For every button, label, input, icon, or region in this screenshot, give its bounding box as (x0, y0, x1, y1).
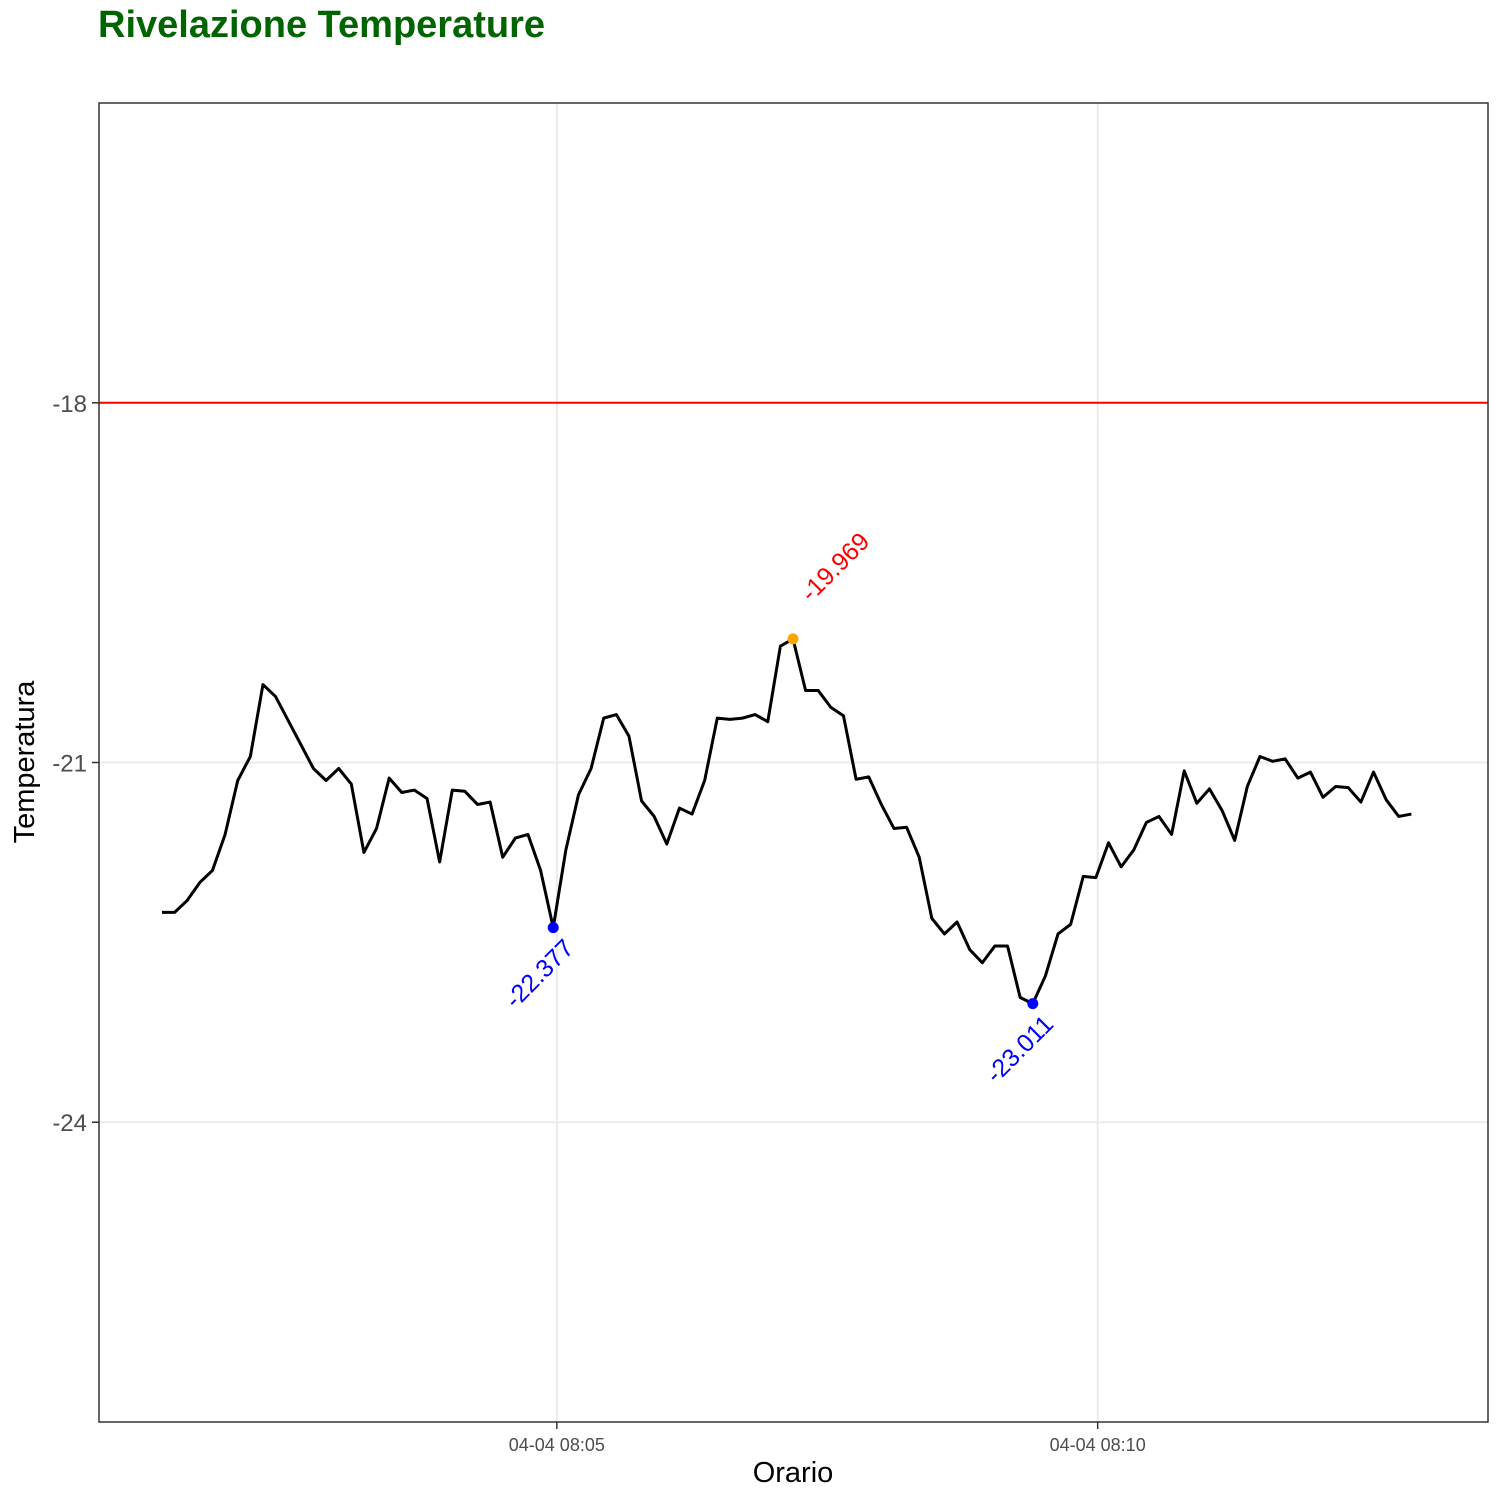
x-tick-label: 04-04 08:05 (509, 1435, 605, 1455)
series-line (162, 637, 1412, 1006)
min-value-label: -23.011 (981, 1010, 1059, 1088)
min-point-marker (1027, 998, 1039, 1010)
y-axis-title: Temperatura (9, 680, 41, 844)
y-axis: -18 -21 -24 (52, 391, 99, 1137)
min-point-marker (547, 922, 559, 934)
x-tick-label: 04-04 08:10 (1050, 1435, 1146, 1455)
y-tick-label: -21 (52, 751, 87, 778)
min-value-label: -22.377 (500, 934, 580, 1014)
y-tick-label: -18 (52, 391, 87, 418)
max-value-label: -19.969 (795, 527, 875, 607)
chart-title: Rivelazione Temperature (98, 4, 546, 46)
x-axis-title: Orario (753, 1457, 834, 1489)
grid-lines (99, 103, 1488, 1422)
x-axis: 04-04 08:05 04-04 08:10 (509, 1422, 1146, 1455)
max-point-marker (787, 633, 799, 645)
y-tick-label: -24 (52, 1110, 87, 1137)
annotation-layer: -22.377 -23.011 -19.969 (500, 527, 1059, 1088)
